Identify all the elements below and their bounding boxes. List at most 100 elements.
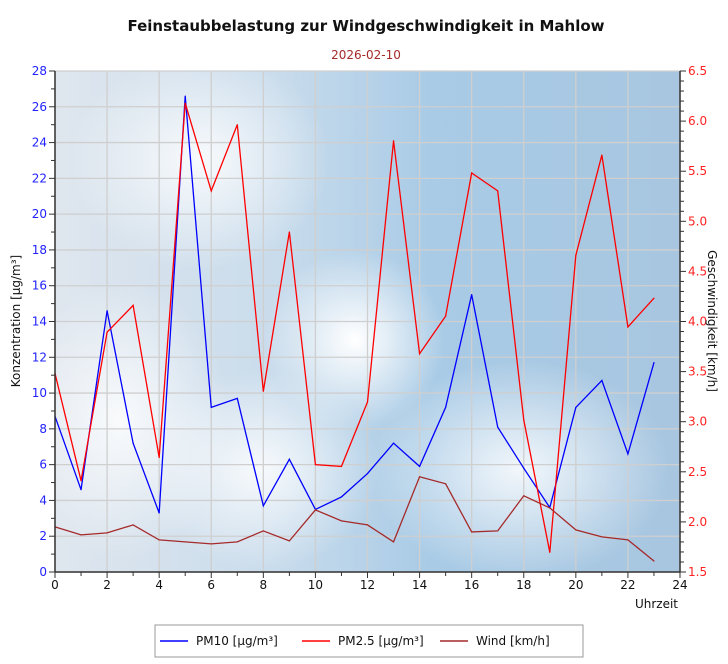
data-point xyxy=(262,530,264,532)
data-point xyxy=(471,294,473,296)
y-tick-label: 18 xyxy=(32,243,47,257)
y2-tick-label: 2.5 xyxy=(688,465,707,479)
data-point xyxy=(262,505,264,507)
x-tick-label: 14 xyxy=(412,578,427,592)
data-point xyxy=(627,539,629,541)
y-tick-label: 24 xyxy=(32,136,47,150)
data-point xyxy=(340,520,343,522)
data-point xyxy=(549,551,551,553)
data-point xyxy=(288,231,290,233)
x-axis-label: Uhrzeit xyxy=(635,597,678,611)
data-point xyxy=(575,254,577,256)
data-point xyxy=(340,496,343,498)
data-point xyxy=(497,530,499,532)
y-tick-label: 14 xyxy=(32,315,47,329)
data-point xyxy=(236,541,238,543)
x-tick-label: 16 xyxy=(464,578,479,592)
data-point xyxy=(392,541,395,543)
y-tick-label: 4 xyxy=(39,493,47,507)
data-point xyxy=(471,172,473,174)
y-tick-label: 22 xyxy=(32,171,47,185)
data-point xyxy=(575,406,577,408)
data-point xyxy=(445,406,447,408)
data-point xyxy=(210,190,212,192)
data-point xyxy=(314,509,317,511)
chart-title: Feinstaubbelastung zur Windgeschwindigke… xyxy=(127,17,604,35)
data-point xyxy=(106,532,108,534)
y2-tick-label: 4.0 xyxy=(688,315,707,329)
data-point xyxy=(236,397,238,400)
data-point xyxy=(184,95,186,97)
axes: 0 2 4 6 8 10 12 14 16 18 20 22 240246810121416182022… xyxy=(32,64,707,592)
series-line-1 xyxy=(54,103,655,553)
data-point xyxy=(601,536,603,538)
y2-tick-label: 3.0 xyxy=(688,415,707,429)
x-tick-label: 0 xyxy=(51,578,59,592)
data-point xyxy=(653,297,655,299)
x-tick-label: 6 xyxy=(207,578,215,592)
data-point xyxy=(210,406,212,408)
y-tick-label: 26 xyxy=(32,100,47,114)
data-point xyxy=(158,512,160,514)
data-point xyxy=(601,154,603,156)
y-tick-label: 10 xyxy=(32,386,47,400)
data-point xyxy=(210,543,212,545)
data-point xyxy=(366,472,369,475)
data-point xyxy=(288,540,290,542)
x-tick-label: 22 xyxy=(620,578,635,592)
y-tick-label: 8 xyxy=(39,422,47,436)
y2-tick-label: 6.5 xyxy=(688,64,707,78)
data-point xyxy=(418,353,421,355)
data-point xyxy=(392,140,395,142)
series-line-2 xyxy=(54,476,655,562)
y2-tick-label: 6.0 xyxy=(688,114,707,128)
y2-tick-label: 2.0 xyxy=(688,515,707,529)
data-point xyxy=(80,489,82,491)
y-tick-label: 16 xyxy=(32,279,47,293)
y-axis-label: Konzentration [µg/m³] xyxy=(9,255,23,387)
y2-tick-label: 5.5 xyxy=(688,164,707,178)
data-point xyxy=(158,539,160,541)
data-point xyxy=(314,464,317,466)
series-group xyxy=(54,95,655,562)
data-point xyxy=(549,507,551,509)
chart-subtitle: 2026-02-10 xyxy=(331,48,401,62)
x-tick-label: 4 xyxy=(155,578,163,592)
data-point xyxy=(653,362,655,364)
legend-label: PM10 [µg/m³] xyxy=(196,634,278,648)
data-point xyxy=(497,426,499,428)
data-point xyxy=(288,458,290,460)
data-point xyxy=(627,453,629,455)
data-point xyxy=(340,465,343,468)
legend: PM10 [µg/m³] PM2.5 [µg/m³] Wind [km/h] xyxy=(154,624,584,658)
data-point xyxy=(184,541,186,543)
legend-label: PM2.5 [µg/m³] xyxy=(338,634,424,648)
y-tick-label: 28 xyxy=(32,64,47,78)
x-tick-label: 24 xyxy=(672,578,687,592)
data-point xyxy=(132,304,134,306)
legend-label: Wind [km/h] xyxy=(476,634,550,648)
data-point xyxy=(392,442,395,444)
y-tick-label: 12 xyxy=(32,350,47,364)
data-point xyxy=(158,456,160,459)
y-tick-label: 6 xyxy=(39,458,47,472)
data-point xyxy=(601,379,603,382)
data-point xyxy=(627,326,629,328)
data-point xyxy=(445,483,447,485)
data-point xyxy=(236,124,238,126)
data-point xyxy=(653,560,655,562)
data-point xyxy=(497,190,499,192)
y-tick-label: 20 xyxy=(32,207,47,221)
data-point xyxy=(523,419,525,421)
y2-tick-label: 1.5 xyxy=(688,565,707,579)
data-point xyxy=(132,524,134,526)
data-point xyxy=(132,442,134,444)
data-point xyxy=(366,401,369,403)
y2-tick-label: 5.0 xyxy=(688,214,707,228)
data-point xyxy=(262,390,264,392)
data-point xyxy=(106,331,108,333)
y-tick-label: 2 xyxy=(39,529,47,543)
data-point xyxy=(106,310,108,312)
data-point xyxy=(523,495,525,497)
